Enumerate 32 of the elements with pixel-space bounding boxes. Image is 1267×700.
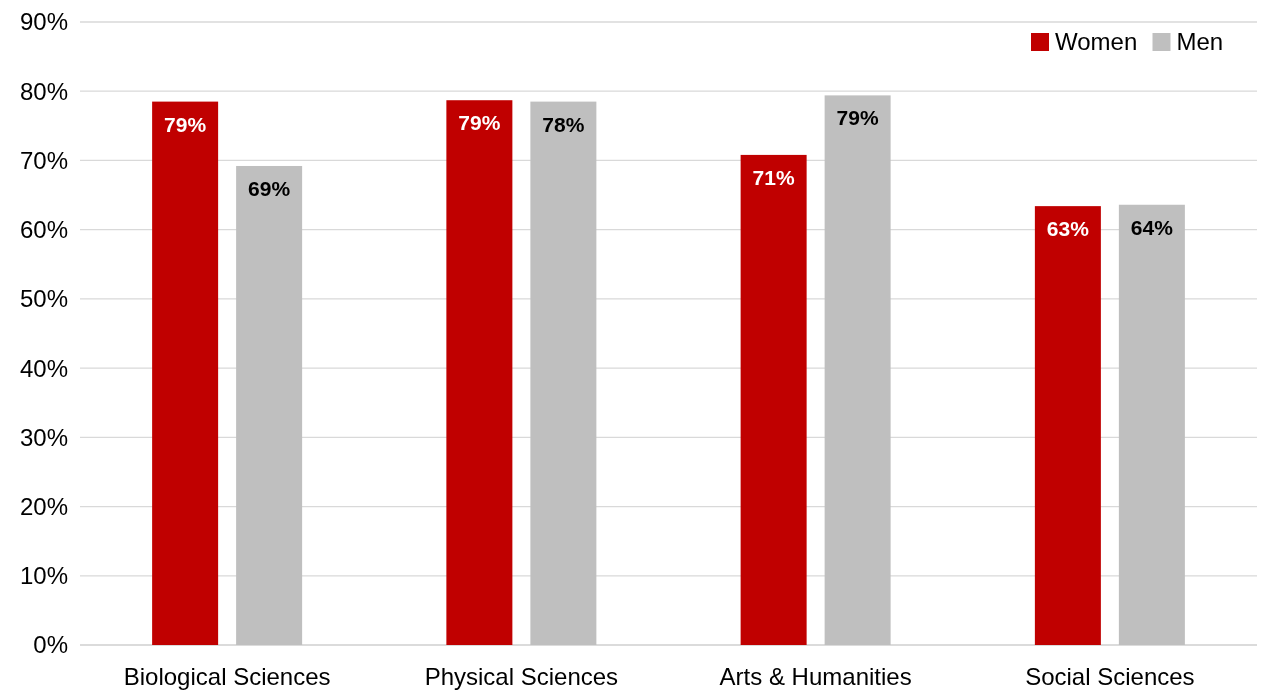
y-tick-label: 10% — [19, 562, 68, 590]
y-tick-label: 80% — [19, 77, 68, 105]
x-tick-label: Biological Sciences — [123, 663, 331, 690]
legend-label: Women — [1055, 28, 1138, 56]
data-label: 78% — [542, 112, 585, 136]
y-tick-label: 50% — [19, 285, 68, 313]
data-label: 69% — [248, 176, 291, 200]
bar — [236, 165, 303, 645]
data-label: 79% — [164, 112, 207, 136]
y-tick-label: 90% — [19, 8, 68, 36]
y-tick-label: 30% — [19, 423, 68, 451]
bar — [152, 101, 219, 645]
data-label: 79% — [458, 111, 501, 135]
y-tick-label: 40% — [19, 354, 68, 382]
legend-label: Men — [1176, 28, 1224, 56]
data-label: 64% — [1130, 215, 1174, 239]
bar — [530, 101, 597, 645]
data-label: 63% — [1046, 217, 1090, 241]
bar — [1118, 204, 1185, 645]
data-label: 71% — [752, 165, 795, 189]
y-tick-label: 60% — [19, 216, 68, 244]
bar — [824, 95, 891, 645]
x-tick-label: Social Sciences — [1025, 663, 1195, 690]
bar — [446, 100, 513, 645]
y-tick-label: 0% — [33, 631, 68, 659]
bar — [740, 154, 807, 645]
data-label: 79% — [836, 106, 879, 130]
x-tick-label: Physical Sciences — [424, 663, 619, 690]
x-tick-label: Arts & Humanities — [719, 663, 912, 690]
bar — [1034, 206, 1101, 645]
y-tick-label: 20% — [19, 492, 68, 520]
y-tick-label: 70% — [19, 146, 68, 174]
